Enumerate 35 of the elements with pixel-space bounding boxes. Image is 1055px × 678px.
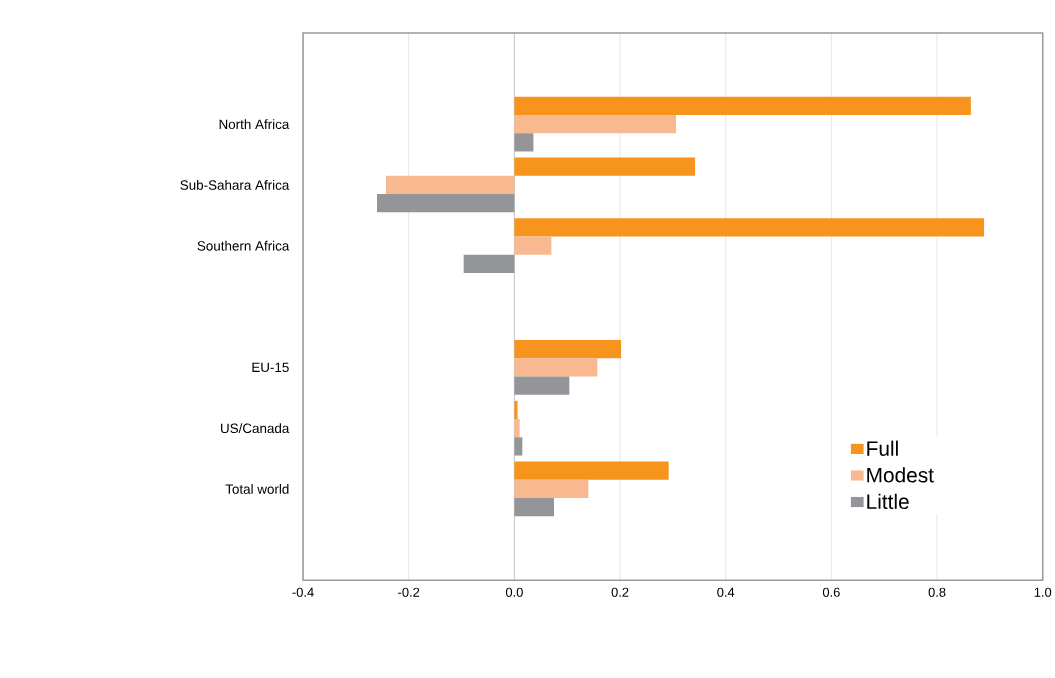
y-tick-label: US/Canada xyxy=(221,423,290,434)
x-tick-label: -0.2 xyxy=(398,587,420,597)
legend-label: Full xyxy=(867,440,898,456)
bar xyxy=(514,376,570,395)
x-tick-label: 0.2 xyxy=(611,587,629,597)
x-tick-label: 1.0 xyxy=(1034,587,1052,597)
bar xyxy=(514,157,696,176)
x-tick-label: 0.0 xyxy=(505,587,523,597)
y-tick-label: North Africa xyxy=(219,119,290,130)
bar xyxy=(377,194,515,213)
bar xyxy=(514,479,589,499)
y-tick-label: EU-15 xyxy=(252,362,289,373)
bar xyxy=(386,175,515,195)
legend-label: Modest xyxy=(867,467,934,483)
y-tick-label: Total world xyxy=(225,484,289,494)
bar xyxy=(514,461,669,480)
x-tick-label: 0.8 xyxy=(928,587,946,597)
bar xyxy=(514,419,520,438)
bar xyxy=(514,115,677,134)
bar xyxy=(514,236,552,255)
x-tick-label: 0.6 xyxy=(822,587,840,597)
bar xyxy=(463,254,515,274)
x-tick-label: 0.4 xyxy=(717,587,735,597)
bar xyxy=(514,133,534,152)
bar xyxy=(514,340,622,359)
bar xyxy=(514,437,523,456)
y-tick-label: Sub-Sahara Africa xyxy=(180,180,290,190)
x-tick-label: -0.4 xyxy=(292,587,314,597)
bar xyxy=(514,96,971,116)
bar xyxy=(514,400,518,420)
bar xyxy=(514,218,985,237)
bar xyxy=(514,498,555,517)
legend-label: Little xyxy=(867,493,909,510)
y-tick-label: Southern Africa xyxy=(197,240,290,251)
bar xyxy=(514,358,598,377)
